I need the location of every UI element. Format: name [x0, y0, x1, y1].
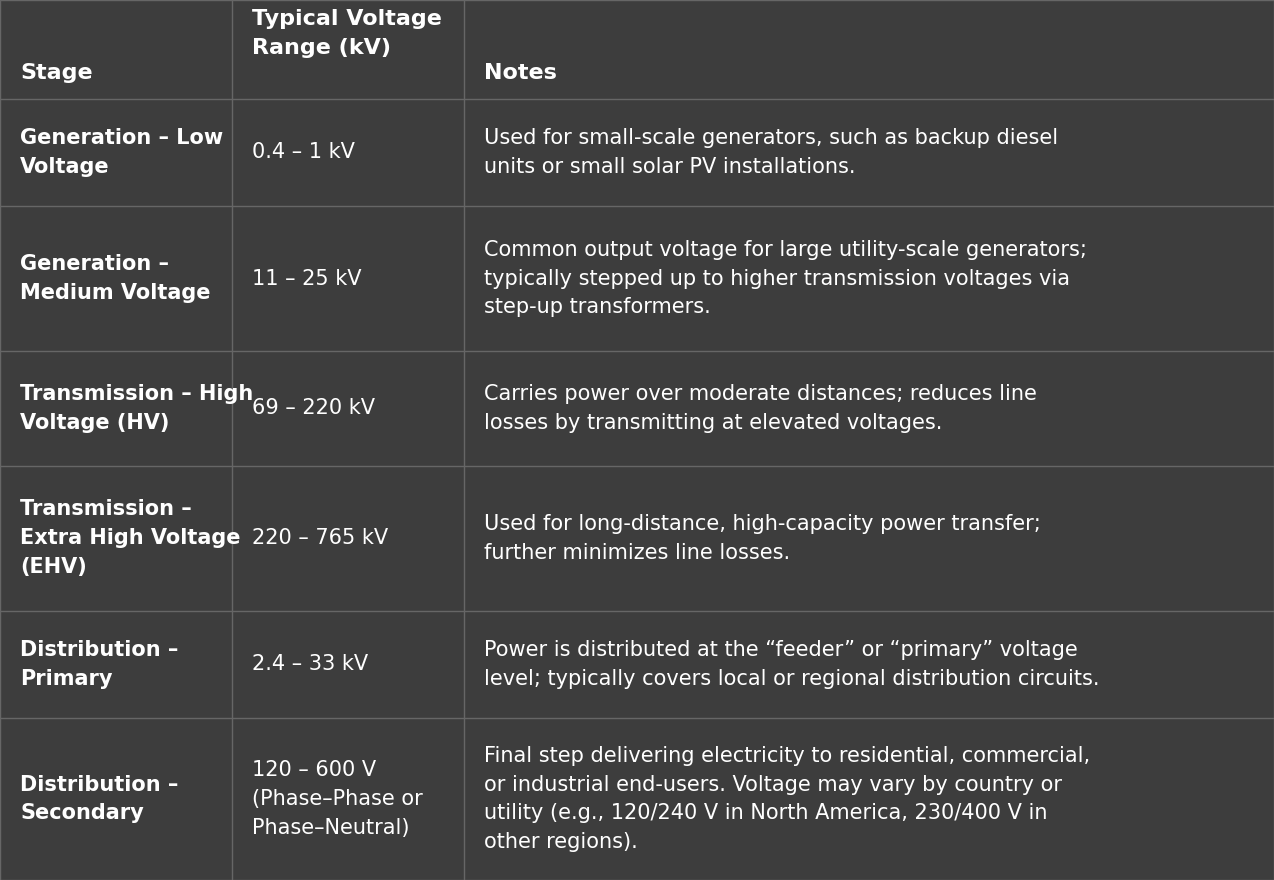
- Text: Generation –
Medium Voltage: Generation – Medium Voltage: [20, 254, 211, 303]
- Text: Used for small-scale generators, such as backup diesel
units or small solar PV i: Used for small-scale generators, such as…: [484, 128, 1059, 177]
- Text: Transmission –
Extra High Voltage
(EHV): Transmission – Extra High Voltage (EHV): [20, 499, 241, 577]
- Text: Generation – Low
Voltage: Generation – Low Voltage: [20, 128, 223, 177]
- Text: Distribution –
Secondary: Distribution – Secondary: [20, 774, 178, 824]
- Text: Final step delivering electricity to residential, commercial,
or industrial end-: Final step delivering electricity to res…: [484, 746, 1091, 852]
- Text: 220 – 765 kV: 220 – 765 kV: [252, 528, 389, 548]
- Text: 69 – 220 kV: 69 – 220 kV: [252, 399, 376, 418]
- Text: Typical Voltage
Range (kV): Typical Voltage Range (kV): [252, 9, 442, 57]
- Text: 120 – 600 V
(Phase–Phase or
Phase–Neutral): 120 – 600 V (Phase–Phase or Phase–Neutra…: [252, 760, 423, 838]
- Text: 11 – 25 kV: 11 – 25 kV: [252, 268, 362, 289]
- Text: Carries power over moderate distances; reduces line
losses by transmitting at el: Carries power over moderate distances; r…: [484, 384, 1037, 433]
- Text: Common output voltage for large utility-scale generators;
typically stepped up t: Common output voltage for large utility-…: [484, 239, 1087, 318]
- Text: 2.4 – 33 kV: 2.4 – 33 kV: [252, 655, 368, 674]
- Text: Transmission – High
Voltage (HV): Transmission – High Voltage (HV): [20, 384, 254, 433]
- Text: 0.4 – 1 kV: 0.4 – 1 kV: [252, 143, 355, 162]
- Text: Power is distributed at the “feeder” or “primary” voltage
level; typically cover: Power is distributed at the “feeder” or …: [484, 640, 1099, 689]
- Text: Stage: Stage: [20, 62, 93, 83]
- Text: Distribution –
Primary: Distribution – Primary: [20, 640, 178, 689]
- Text: Notes: Notes: [484, 62, 557, 83]
- Text: Used for long-distance, high-capacity power transfer;
further minimizes line los: Used for long-distance, high-capacity po…: [484, 514, 1041, 562]
